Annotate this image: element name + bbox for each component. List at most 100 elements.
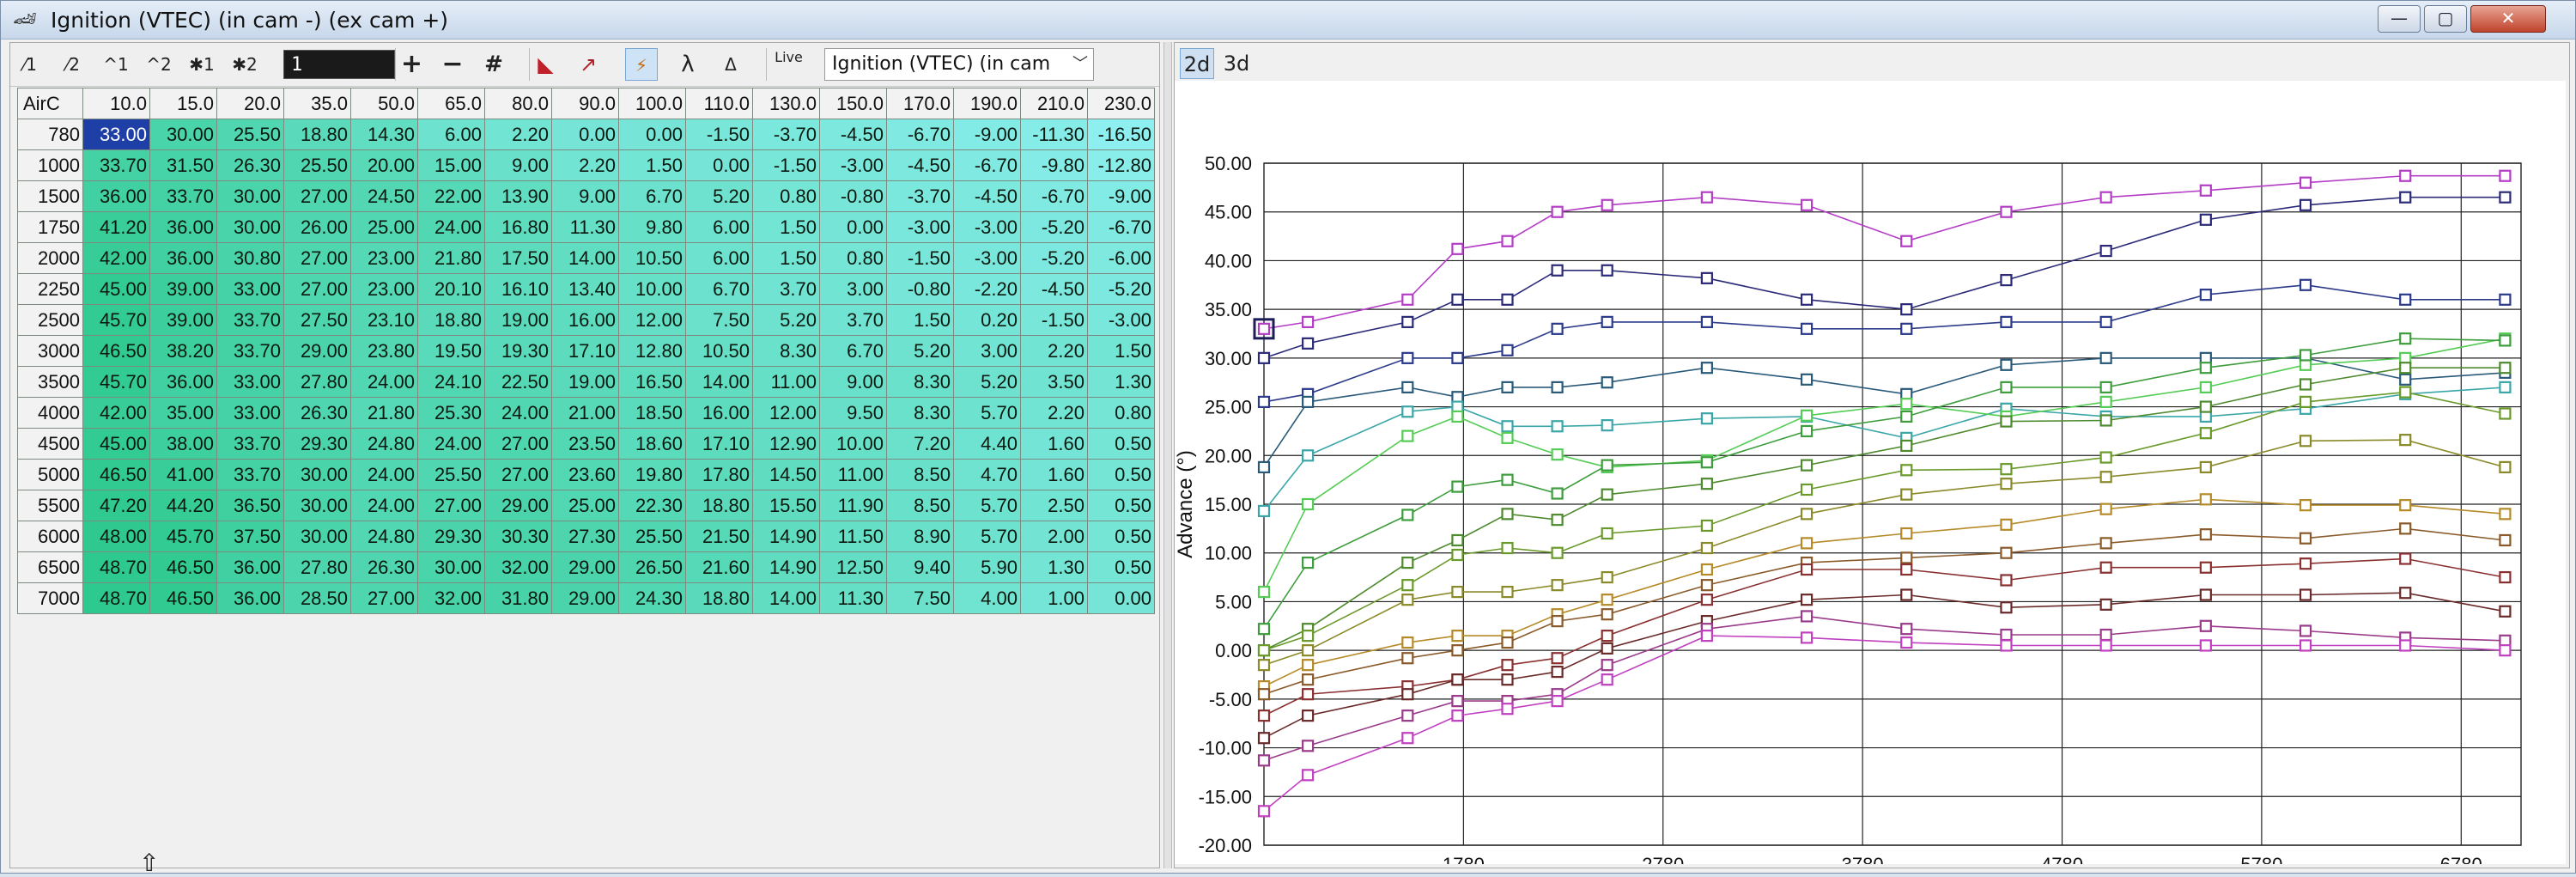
tab-3d[interactable]: 3d <box>1223 52 1250 76</box>
table-cell[interactable]: 8.30 <box>752 335 820 367</box>
column-header[interactable]: 20.0 <box>216 88 284 119</box>
column-header[interactable]: 50.0 <box>350 88 418 119</box>
column-header[interactable]: 150.0 <box>819 88 887 119</box>
table-cell[interactable]: -11.30 <box>1020 119 1088 150</box>
table-cell[interactable]: 2.20 <box>1020 397 1088 429</box>
table-cell[interactable]: 17.10 <box>685 428 753 460</box>
table-cell[interactable]: 3.70 <box>819 304 887 336</box>
table-cell[interactable]: 0.80 <box>1087 397 1155 429</box>
table-cell[interactable]: 30.00 <box>216 180 284 212</box>
table-cell[interactable]: 1.50 <box>752 242 820 274</box>
table-cell[interactable]: -6.70 <box>953 149 1021 181</box>
smooth-button[interactable]: ↗ <box>572 48 605 81</box>
table-cell[interactable]: 33.70 <box>149 180 217 212</box>
table-cell[interactable]: 9.50 <box>819 397 887 429</box>
table-cell[interactable]: 29.30 <box>417 521 485 552</box>
map-select[interactable]: Ignition (VTEC) (in cam ﹀ <box>824 48 1094 81</box>
table-cell[interactable]: 22.00 <box>417 180 485 212</box>
table-cell[interactable]: 13.40 <box>551 273 619 305</box>
lambda-button[interactable]: λ <box>671 48 704 81</box>
table-cell[interactable]: 1.50 <box>752 211 820 243</box>
table-cell[interactable]: -6.70 <box>1087 211 1155 243</box>
table-cell[interactable]: 20.00 <box>350 149 418 181</box>
table-cell[interactable]: 45.70 <box>82 304 150 336</box>
table-cell[interactable]: 4.70 <box>953 459 1021 490</box>
table-cell[interactable]: 42.00 <box>82 397 150 429</box>
table-cell[interactable]: 35.00 <box>149 397 217 429</box>
table-cell[interactable]: -1.50 <box>1020 304 1088 336</box>
table-cell[interactable]: 16.00 <box>685 397 753 429</box>
table-cell[interactable]: 24.50 <box>350 180 418 212</box>
table-cell[interactable]: 46.50 <box>149 582 217 614</box>
table-cell[interactable]: 14.00 <box>551 242 619 274</box>
table-cell[interactable]: 11.30 <box>819 582 887 614</box>
table-cell[interactable]: 0.80 <box>752 180 820 212</box>
table-cell[interactable]: 0.50 <box>1087 428 1155 460</box>
table-cell[interactable]: 48.70 <box>82 582 150 614</box>
column-header[interactable]: 100.0 <box>618 88 686 119</box>
column-header[interactable]: 80.0 <box>484 88 552 119</box>
table-cell[interactable]: 11.90 <box>819 490 887 521</box>
table-cell[interactable]: 10.00 <box>618 273 686 305</box>
table-cell[interactable]: 0.00 <box>551 119 619 150</box>
table-cell[interactable]: 27.30 <box>551 521 619 552</box>
table-cell[interactable]: 6.70 <box>685 273 753 305</box>
table-cell[interactable]: 33.00 <box>216 366 284 398</box>
table-cell[interactable]: 36.00 <box>82 180 150 212</box>
table-cell[interactable]: 24.80 <box>350 428 418 460</box>
table-cell[interactable]: 14.50 <box>752 459 820 490</box>
table-cell[interactable]: 2.50 <box>1020 490 1088 521</box>
table-cell[interactable]: 1.60 <box>1020 428 1088 460</box>
table-cell[interactable]: 1.30 <box>1020 551 1088 583</box>
table-cell[interactable]: 10.00 <box>819 428 887 460</box>
table-cell[interactable]: 25.00 <box>551 490 619 521</box>
table-cell[interactable]: -0.80 <box>886 273 954 305</box>
table-cell[interactable]: 31.50 <box>149 149 217 181</box>
table-cell[interactable]: 18.80 <box>685 582 753 614</box>
table-cell[interactable]: 9.00 <box>551 180 619 212</box>
table-cell[interactable]: 5.70 <box>953 397 1021 429</box>
table-cell[interactable]: -5.20 <box>1020 211 1088 243</box>
table-cell[interactable]: 27.00 <box>350 582 418 614</box>
table-cell[interactable]: 6.00 <box>417 119 485 150</box>
table-cell[interactable]: 39.00 <box>149 304 217 336</box>
table-cell[interactable]: 26.30 <box>216 149 284 181</box>
table-cell[interactable]: -2.20 <box>953 273 1021 305</box>
column-header[interactable]: 110.0 <box>685 88 753 119</box>
table-cell[interactable]: 21.60 <box>685 551 753 583</box>
table-cell[interactable]: -4.50 <box>886 149 954 181</box>
row-header-rpm[interactable]: 1000 <box>17 149 83 181</box>
table-cell[interactable]: 6.00 <box>685 242 753 274</box>
table-cell[interactable]: 7.50 <box>886 582 954 614</box>
table-cell[interactable]: -1.50 <box>886 242 954 274</box>
table-cell[interactable]: 45.70 <box>149 521 217 552</box>
table-cell[interactable]: 31.80 <box>484 582 552 614</box>
table-cell[interactable]: -3.00 <box>1087 304 1155 336</box>
table-cell[interactable]: 0.50 <box>1087 490 1155 521</box>
table-cell[interactable]: 33.70 <box>216 459 284 490</box>
column-header[interactable]: 35.0 <box>283 88 351 119</box>
row-header-rpm[interactable]: 5000 <box>17 459 83 490</box>
table-cell[interactable]: 36.00 <box>149 242 217 274</box>
table-cell[interactable]: 23.50 <box>551 428 619 460</box>
vtec2-button[interactable]: ✱2 <box>228 48 261 81</box>
table-cell[interactable]: 23.10 <box>350 304 418 336</box>
table-cell[interactable]: 27.00 <box>417 490 485 521</box>
close-button[interactable]: ✕ <box>2470 5 2546 33</box>
table-cell[interactable]: 3.50 <box>1020 366 1088 398</box>
table-cell[interactable]: 8.50 <box>886 490 954 521</box>
table-cell[interactable]: 11.00 <box>752 366 820 398</box>
table-cell[interactable]: 33.70 <box>82 149 150 181</box>
table-cell[interactable]: 36.00 <box>149 211 217 243</box>
table-cell[interactable]: 9.00 <box>819 366 887 398</box>
table-cell[interactable]: 14.00 <box>752 582 820 614</box>
table-cell[interactable]: 25.50 <box>417 459 485 490</box>
minimize-button[interactable]: — <box>2378 5 2421 33</box>
table-cell[interactable]: 29.00 <box>283 335 351 367</box>
pane-splitter[interactable] <box>1163 42 1172 868</box>
table-cell[interactable]: 46.50 <box>149 551 217 583</box>
table-cell[interactable]: 14.90 <box>752 551 820 583</box>
table-cell[interactable]: 19.00 <box>551 366 619 398</box>
subtract-button[interactable]: − <box>436 48 469 81</box>
table-cell[interactable]: 26.50 <box>618 551 686 583</box>
